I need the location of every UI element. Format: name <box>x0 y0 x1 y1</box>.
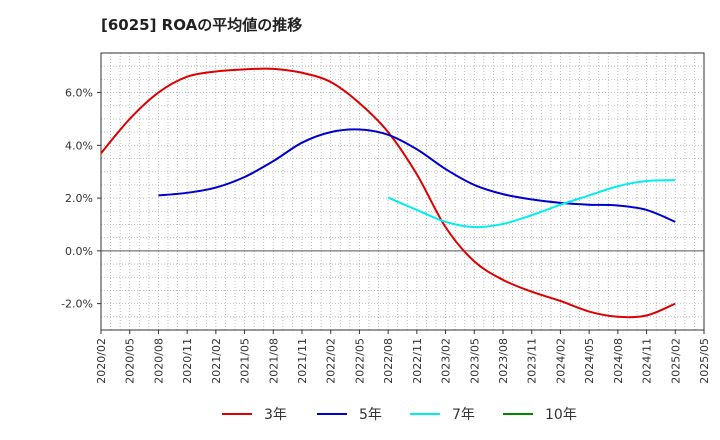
x-tick-label: 2020/05 <box>124 338 137 384</box>
x-tick-label: 2023/08 <box>497 338 510 384</box>
y-tick-label: 6.0% <box>65 87 93 100</box>
plot-frame <box>100 52 705 331</box>
x-tick-label: 2023/05 <box>468 338 481 384</box>
x-tick-label: 2024/11 <box>641 338 654 384</box>
series-line-1 <box>100 67 676 319</box>
y-tick-label: 0.0% <box>65 245 93 258</box>
y-tick-label: 4.0% <box>65 139 93 152</box>
x-tick-label: 2023/02 <box>440 338 453 384</box>
y-tick-label: 2.0% <box>65 192 93 205</box>
x-tick-label: 2025/02 <box>669 338 682 384</box>
legend-label-4: 10年 <box>545 407 577 423</box>
x-tick-label: 2022/08 <box>382 338 395 384</box>
series-line-3 <box>387 179 676 229</box>
chart-title: [6025] ROAの平均値の推移 <box>101 16 303 34</box>
x-tick-label: 2021/11 <box>296 338 309 384</box>
y-tick-label: -2.0% <box>61 298 93 311</box>
x-tick-label: 2023/11 <box>526 338 539 384</box>
x-tick-label: 2020/11 <box>181 338 194 384</box>
x-tick-label: 2024/08 <box>612 338 625 384</box>
legend-label-2: 5年 <box>359 407 382 423</box>
x-tick-label: 2024/02 <box>554 338 567 384</box>
x-tick-label: 2021/02 <box>210 338 223 384</box>
x-tick-label: 2022/11 <box>411 338 424 384</box>
x-tick-label: 2022/05 <box>353 338 366 384</box>
series-line-2 <box>158 128 676 223</box>
x-tick-label: 2021/08 <box>267 338 280 384</box>
legend-label-3: 7年 <box>452 407 475 423</box>
legend-label-1: 3年 <box>264 407 287 423</box>
x-tick-label: 2024/05 <box>583 338 596 384</box>
x-tick-label: 2020/02 <box>95 338 108 384</box>
x-tick-label: 2022/02 <box>325 338 338 384</box>
x-tick-label: 2021/05 <box>239 338 252 384</box>
x-tick-label: 2020/08 <box>152 338 165 384</box>
x-tick-label: 2025/05 <box>698 338 711 384</box>
